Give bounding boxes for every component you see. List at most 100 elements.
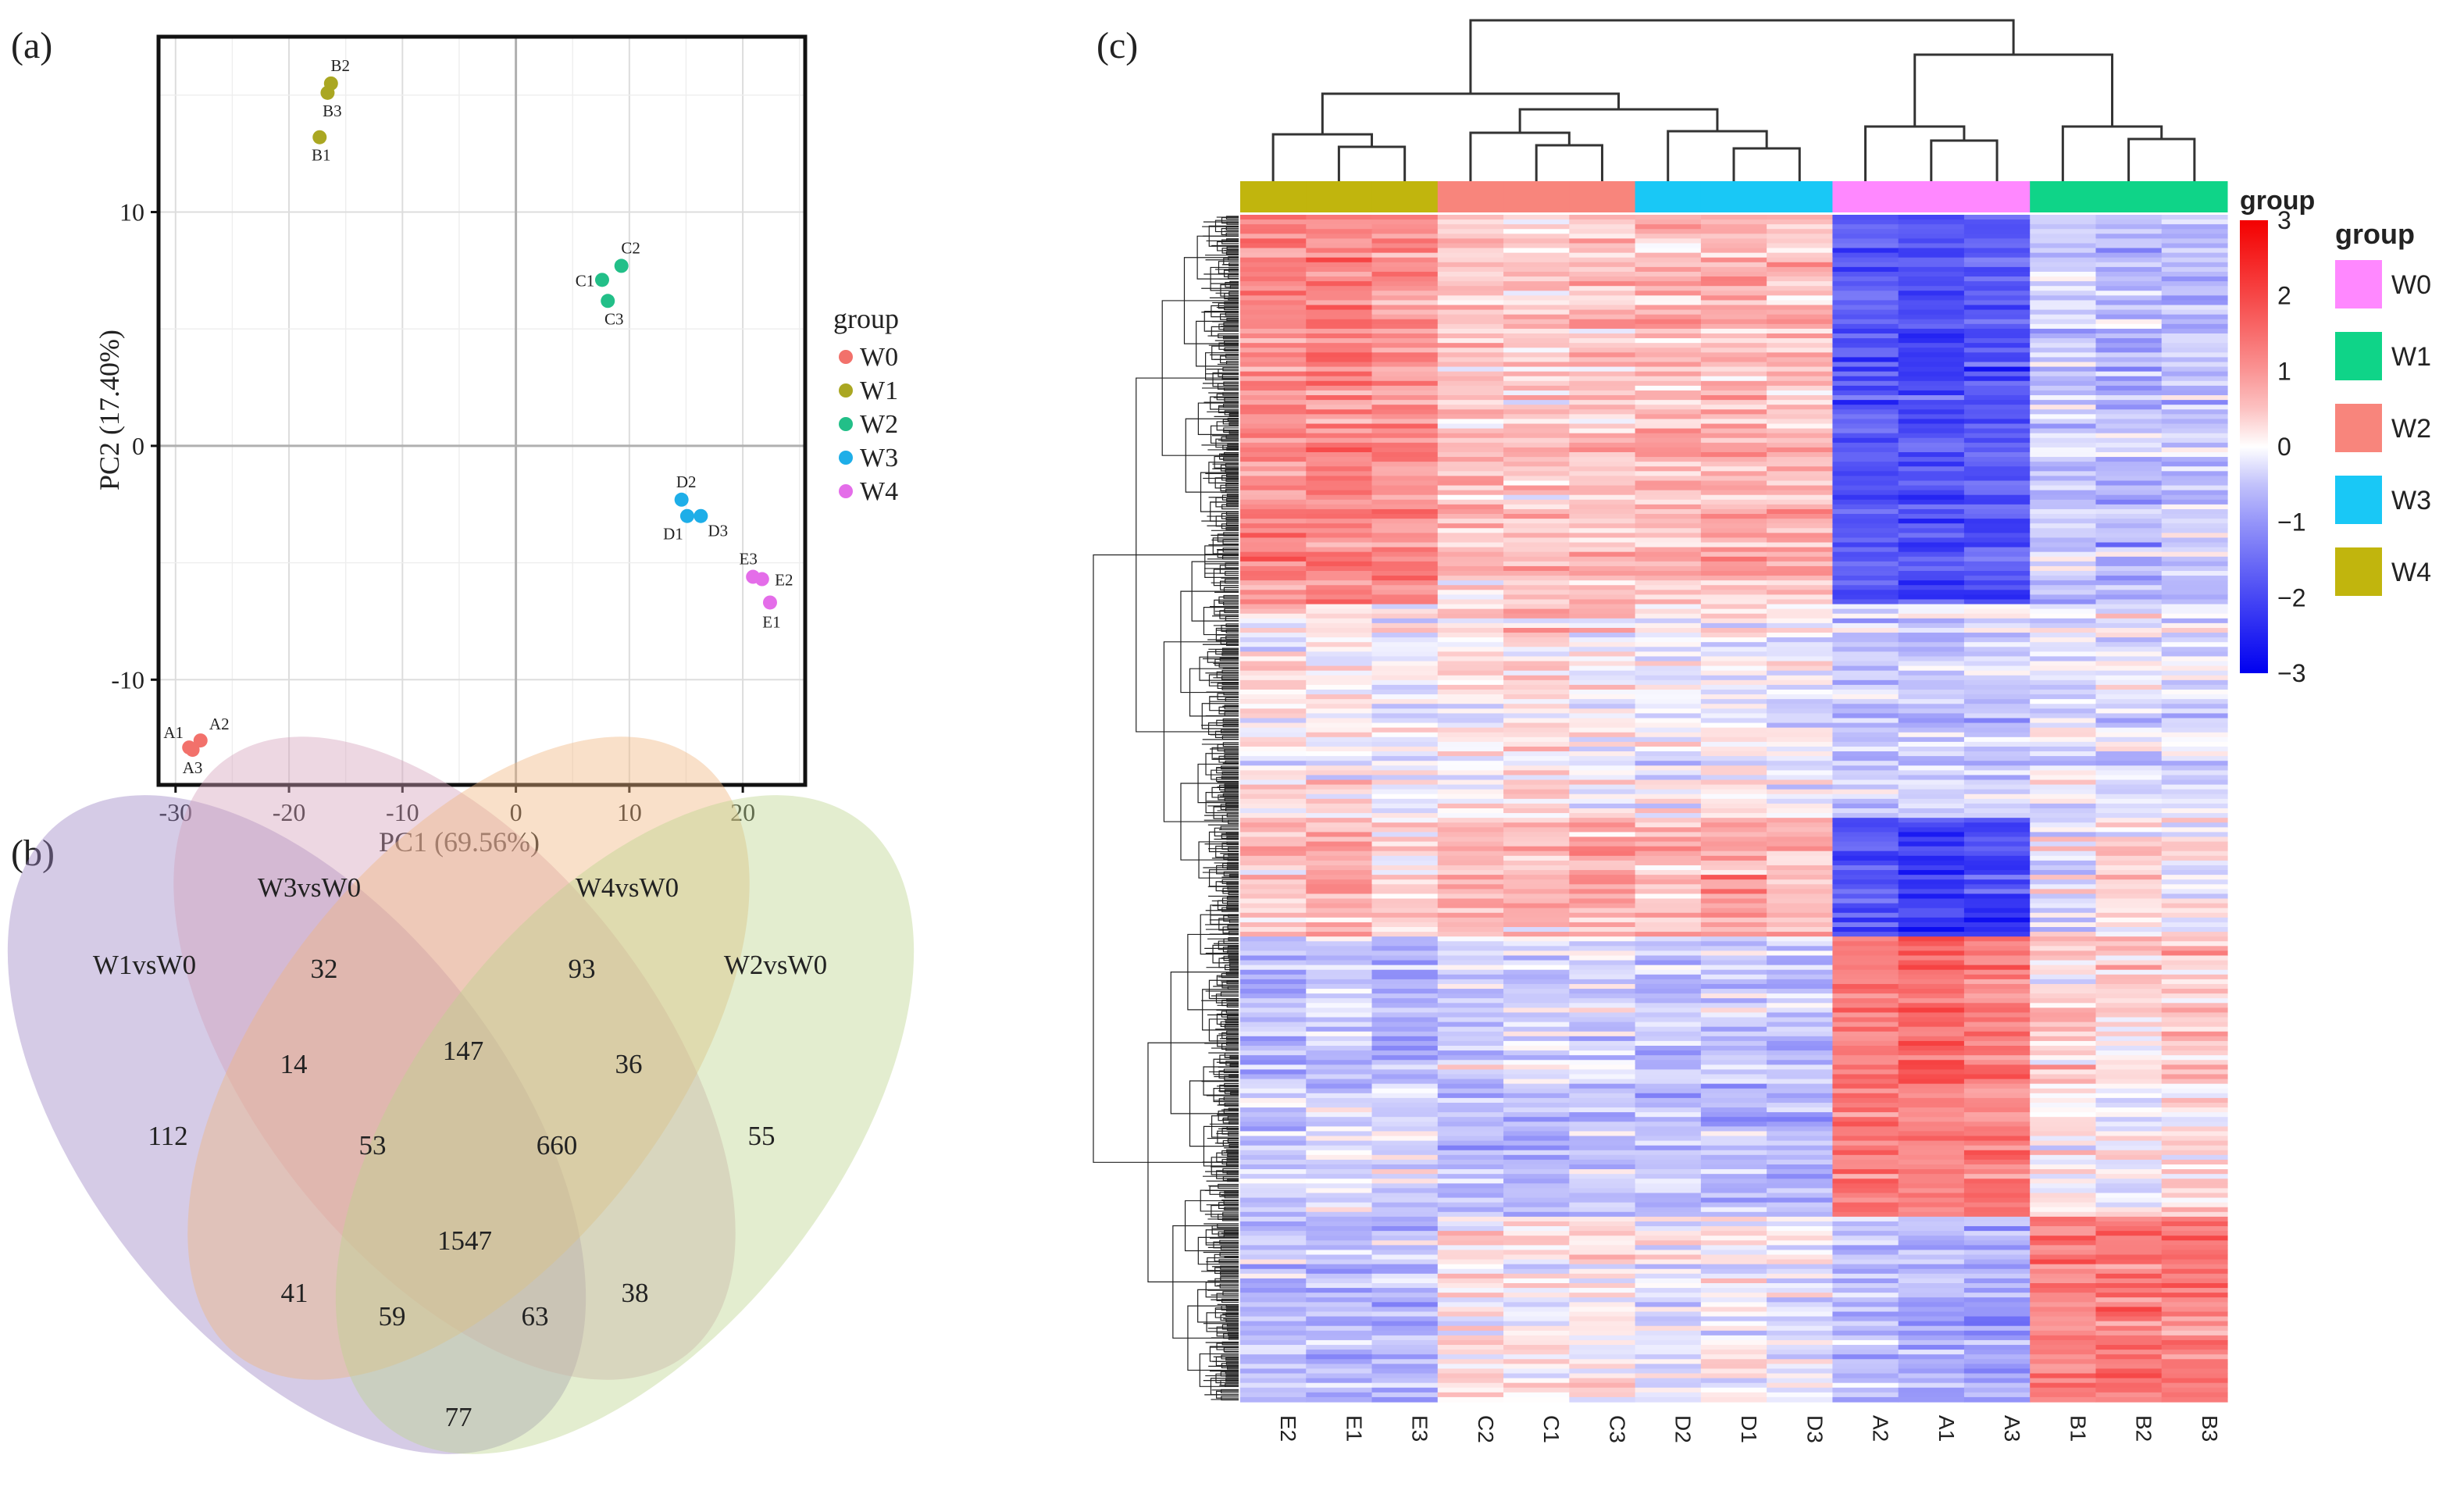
heatmap-cell <box>1503 974 1570 980</box>
heatmap-cell <box>2161 865 2228 871</box>
heatmap-cell <box>1503 547 1570 553</box>
heatmap-cell <box>1963 437 2031 444</box>
heatmap-cell <box>1437 471 1504 476</box>
heatmap-cell <box>1437 690 1504 695</box>
heatmap-cell <box>1569 309 1636 316</box>
heatmap-cell <box>2161 1055 2228 1061</box>
column-dendrogram-link <box>2127 137 2196 181</box>
heatmap-cell <box>1240 234 1307 239</box>
heatmap-cell <box>1371 333 1439 339</box>
heatmap-cell <box>1437 590 1504 595</box>
column-label-C3: C3 <box>1605 1415 1629 1443</box>
heatmap-cell <box>1306 547 1373 553</box>
heatmap-cell <box>2161 248 2228 254</box>
heatmap-cell <box>2030 1040 2097 1047</box>
heatmap-cell <box>1963 1069 2031 1075</box>
heatmap-cell <box>1700 499 1767 505</box>
heatmap-cell <box>1569 338 1636 344</box>
heatmap-cell <box>1306 1107 1373 1113</box>
heatmap-cell <box>1898 508 1965 515</box>
heatmap-cell <box>1503 480 1570 487</box>
heatmap-cell <box>1371 870 1439 875</box>
heatmap-cell <box>2095 405 2163 410</box>
heatmap-cell <box>1371 761 1439 766</box>
heatmap-cell <box>1635 428 1702 434</box>
heatmap-cell <box>1569 1396 1636 1403</box>
heatmap-cell <box>1832 1174 1899 1179</box>
heatmap-cell <box>1569 1083 1636 1089</box>
heatmap-cell <box>1240 423 1307 430</box>
heatmap-cell <box>1306 627 1373 633</box>
heatmap-cell <box>1832 974 1899 980</box>
heatmap-cell <box>1371 1107 1439 1113</box>
heatmap-cell <box>1240 708 1307 714</box>
heatmap-cell <box>1898 912 1965 918</box>
heatmap-cell <box>1635 1283 1702 1289</box>
heatmap-cell <box>1963 1307 2031 1313</box>
heatmap-cell <box>1832 1093 1899 1099</box>
heatmap-cell <box>1700 1264 1767 1270</box>
heatmap-cell <box>1963 1154 2031 1161</box>
heatmap-cell <box>1306 1046 1373 1051</box>
heatmap-cell <box>2161 295 2228 301</box>
heatmap-cell <box>1898 248 1965 254</box>
heatmap-cell <box>1635 1055 1702 1061</box>
heatmap-cell <box>1371 713 1439 719</box>
heatmap-cell <box>1437 437 1504 444</box>
heatmap-cell <box>1371 941 1439 947</box>
heatmap-cell <box>1437 1064 1504 1070</box>
heatmap-cell <box>1635 751 1702 757</box>
heatmap-cell <box>1767 1302 1833 1307</box>
heatmap-cell <box>1371 865 1439 871</box>
heatmap-cell <box>1767 941 1833 947</box>
heatmap-cell <box>2095 1273 2163 1279</box>
heatmap-cell <box>1503 1007 1570 1014</box>
heatmap-cell <box>1963 1179 2031 1184</box>
heatmap-cell <box>1832 647 1899 652</box>
heatmap-cell <box>2095 447 2163 453</box>
heatmap-cell <box>1371 328 1439 334</box>
heatmap-cell <box>1503 1226 1570 1232</box>
heatmap-cell <box>1240 832 1307 838</box>
heatmap-cell <box>1963 955 2031 961</box>
heatmap-cell <box>1371 679 1439 686</box>
heatmap-cell <box>1569 514 1636 519</box>
heatmap-cell <box>2095 846 2163 852</box>
heatmap-cell <box>1306 1245 1373 1251</box>
heatmap-cell <box>1371 1012 1439 1018</box>
heatmap-cell <box>2161 836 2228 843</box>
heatmap-cell <box>1767 679 1833 686</box>
heatmap-cell <box>1767 808 1833 814</box>
heatmap-cell <box>1832 376 1899 382</box>
heatmap-cell <box>1700 1046 1767 1051</box>
heatmap-cell <box>1700 1278 1767 1284</box>
heatmap-cell <box>1240 865 1307 871</box>
heatmap-cell <box>1569 912 1636 918</box>
heatmap-cell <box>1832 366 1899 373</box>
heatmap-cell <box>1503 1088 1570 1094</box>
heatmap-cell <box>1832 841 1899 847</box>
heatmap-cell <box>1437 1221 1504 1227</box>
heatmap-cell <box>1503 262 1570 268</box>
heatmap-cell <box>1437 338 1504 344</box>
heatmap-cell <box>1437 1316 1504 1322</box>
heatmap-cell <box>1437 675 1504 681</box>
heatmap-cell <box>1635 499 1702 505</box>
heatmap-cell <box>2095 466 2163 472</box>
heatmap-cell <box>1306 1382 1373 1389</box>
heatmap-cell <box>1306 395 1373 401</box>
heatmap-cell <box>1503 622 1570 629</box>
heatmap-cell <box>1306 480 1373 487</box>
heatmap-cell <box>1898 1060 1965 1065</box>
heatmap-cell <box>1503 651 1570 658</box>
heatmap-cell <box>2030 561 2097 567</box>
heatmap-cell <box>1832 736 1899 743</box>
heatmap-cell <box>1963 613 2031 619</box>
heatmap-cell <box>1898 1007 1965 1014</box>
heatmap-cell <box>1306 1288 1373 1293</box>
heatmap-cell <box>1635 1183 1702 1189</box>
heatmap-cell <box>1306 917 1373 923</box>
heatmap-cell <box>1437 960 1504 966</box>
heatmap-cell <box>1437 1264 1504 1270</box>
heatmap-cell <box>2161 665 2228 672</box>
